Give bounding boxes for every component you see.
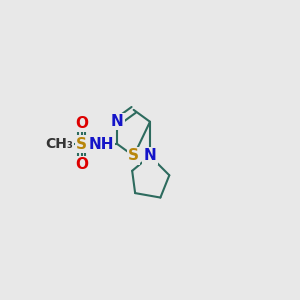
Text: S: S [128,148,139,164]
Text: NH: NH [88,136,114,152]
Text: CH₃: CH₃ [45,137,73,151]
Text: O: O [75,158,88,172]
Text: S: S [76,136,87,152]
Text: O: O [75,116,88,131]
Text: N: N [111,114,124,129]
Text: N: N [144,148,156,164]
